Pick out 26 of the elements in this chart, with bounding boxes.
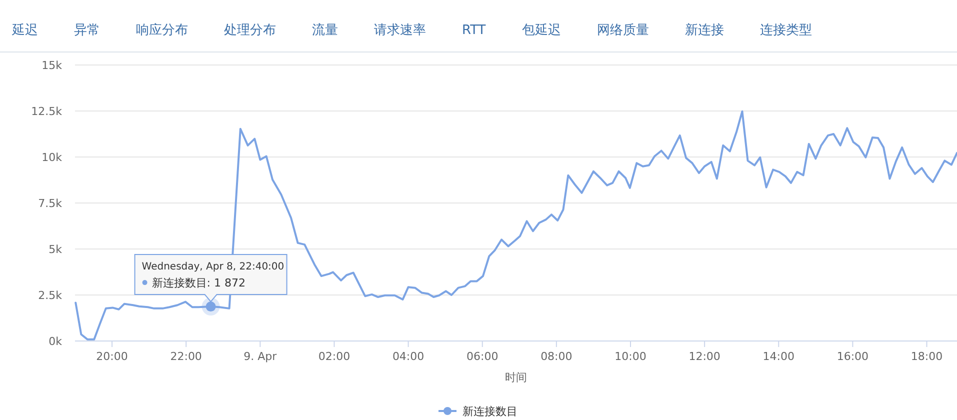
x-tick-label: 06:00 xyxy=(466,350,498,363)
y-tick-label: 10k xyxy=(42,151,63,164)
legend-label: 新连接数目 xyxy=(462,405,518,418)
y-tick-label: 5k xyxy=(48,243,63,256)
annotation: Wednesday, Apr 8, 22:40:00 xyxy=(142,262,284,273)
x-tick-label: 16:00 xyxy=(836,350,869,363)
x-tick-label: 9. Apr xyxy=(244,350,278,363)
y-tick-label: 2.5k xyxy=(38,289,63,302)
x-tick-label: 18:00 xyxy=(910,350,943,363)
x-tick-label: 22:00 xyxy=(170,350,202,363)
y-tick-label: 15k xyxy=(42,59,63,72)
x-tick-label: 14:00 xyxy=(762,350,794,363)
x-tick-label: 08:00 xyxy=(540,350,572,363)
x-tick-label: 10:00 xyxy=(614,350,646,363)
y-tick-label: 7.5k xyxy=(38,197,63,210)
x-tick-label: 20:00 xyxy=(96,350,128,363)
x-tick-label: 04:00 xyxy=(392,350,424,363)
x-tick-label: 02:00 xyxy=(318,350,350,363)
y-tick-label: 12.5k xyxy=(31,105,63,118)
annotation: 新连接数目: 1 872 xyxy=(152,276,246,290)
legend: 新连接数目 xyxy=(438,405,518,418)
tabs: 延迟 异常 响应分布 处理分布 流量 请求速率 RTT 包延迟 网络质量 新连接 连接类型 xyxy=(0,23,957,52)
tooltip: Wednesday, Apr 8, 22:40:00 新连接数目: 1 872 xyxy=(134,254,288,302)
y-tick-label: 0k xyxy=(48,335,63,348)
x-axis-title: 时间 xyxy=(505,371,527,384)
x-tick-label: 12:00 xyxy=(688,350,720,363)
